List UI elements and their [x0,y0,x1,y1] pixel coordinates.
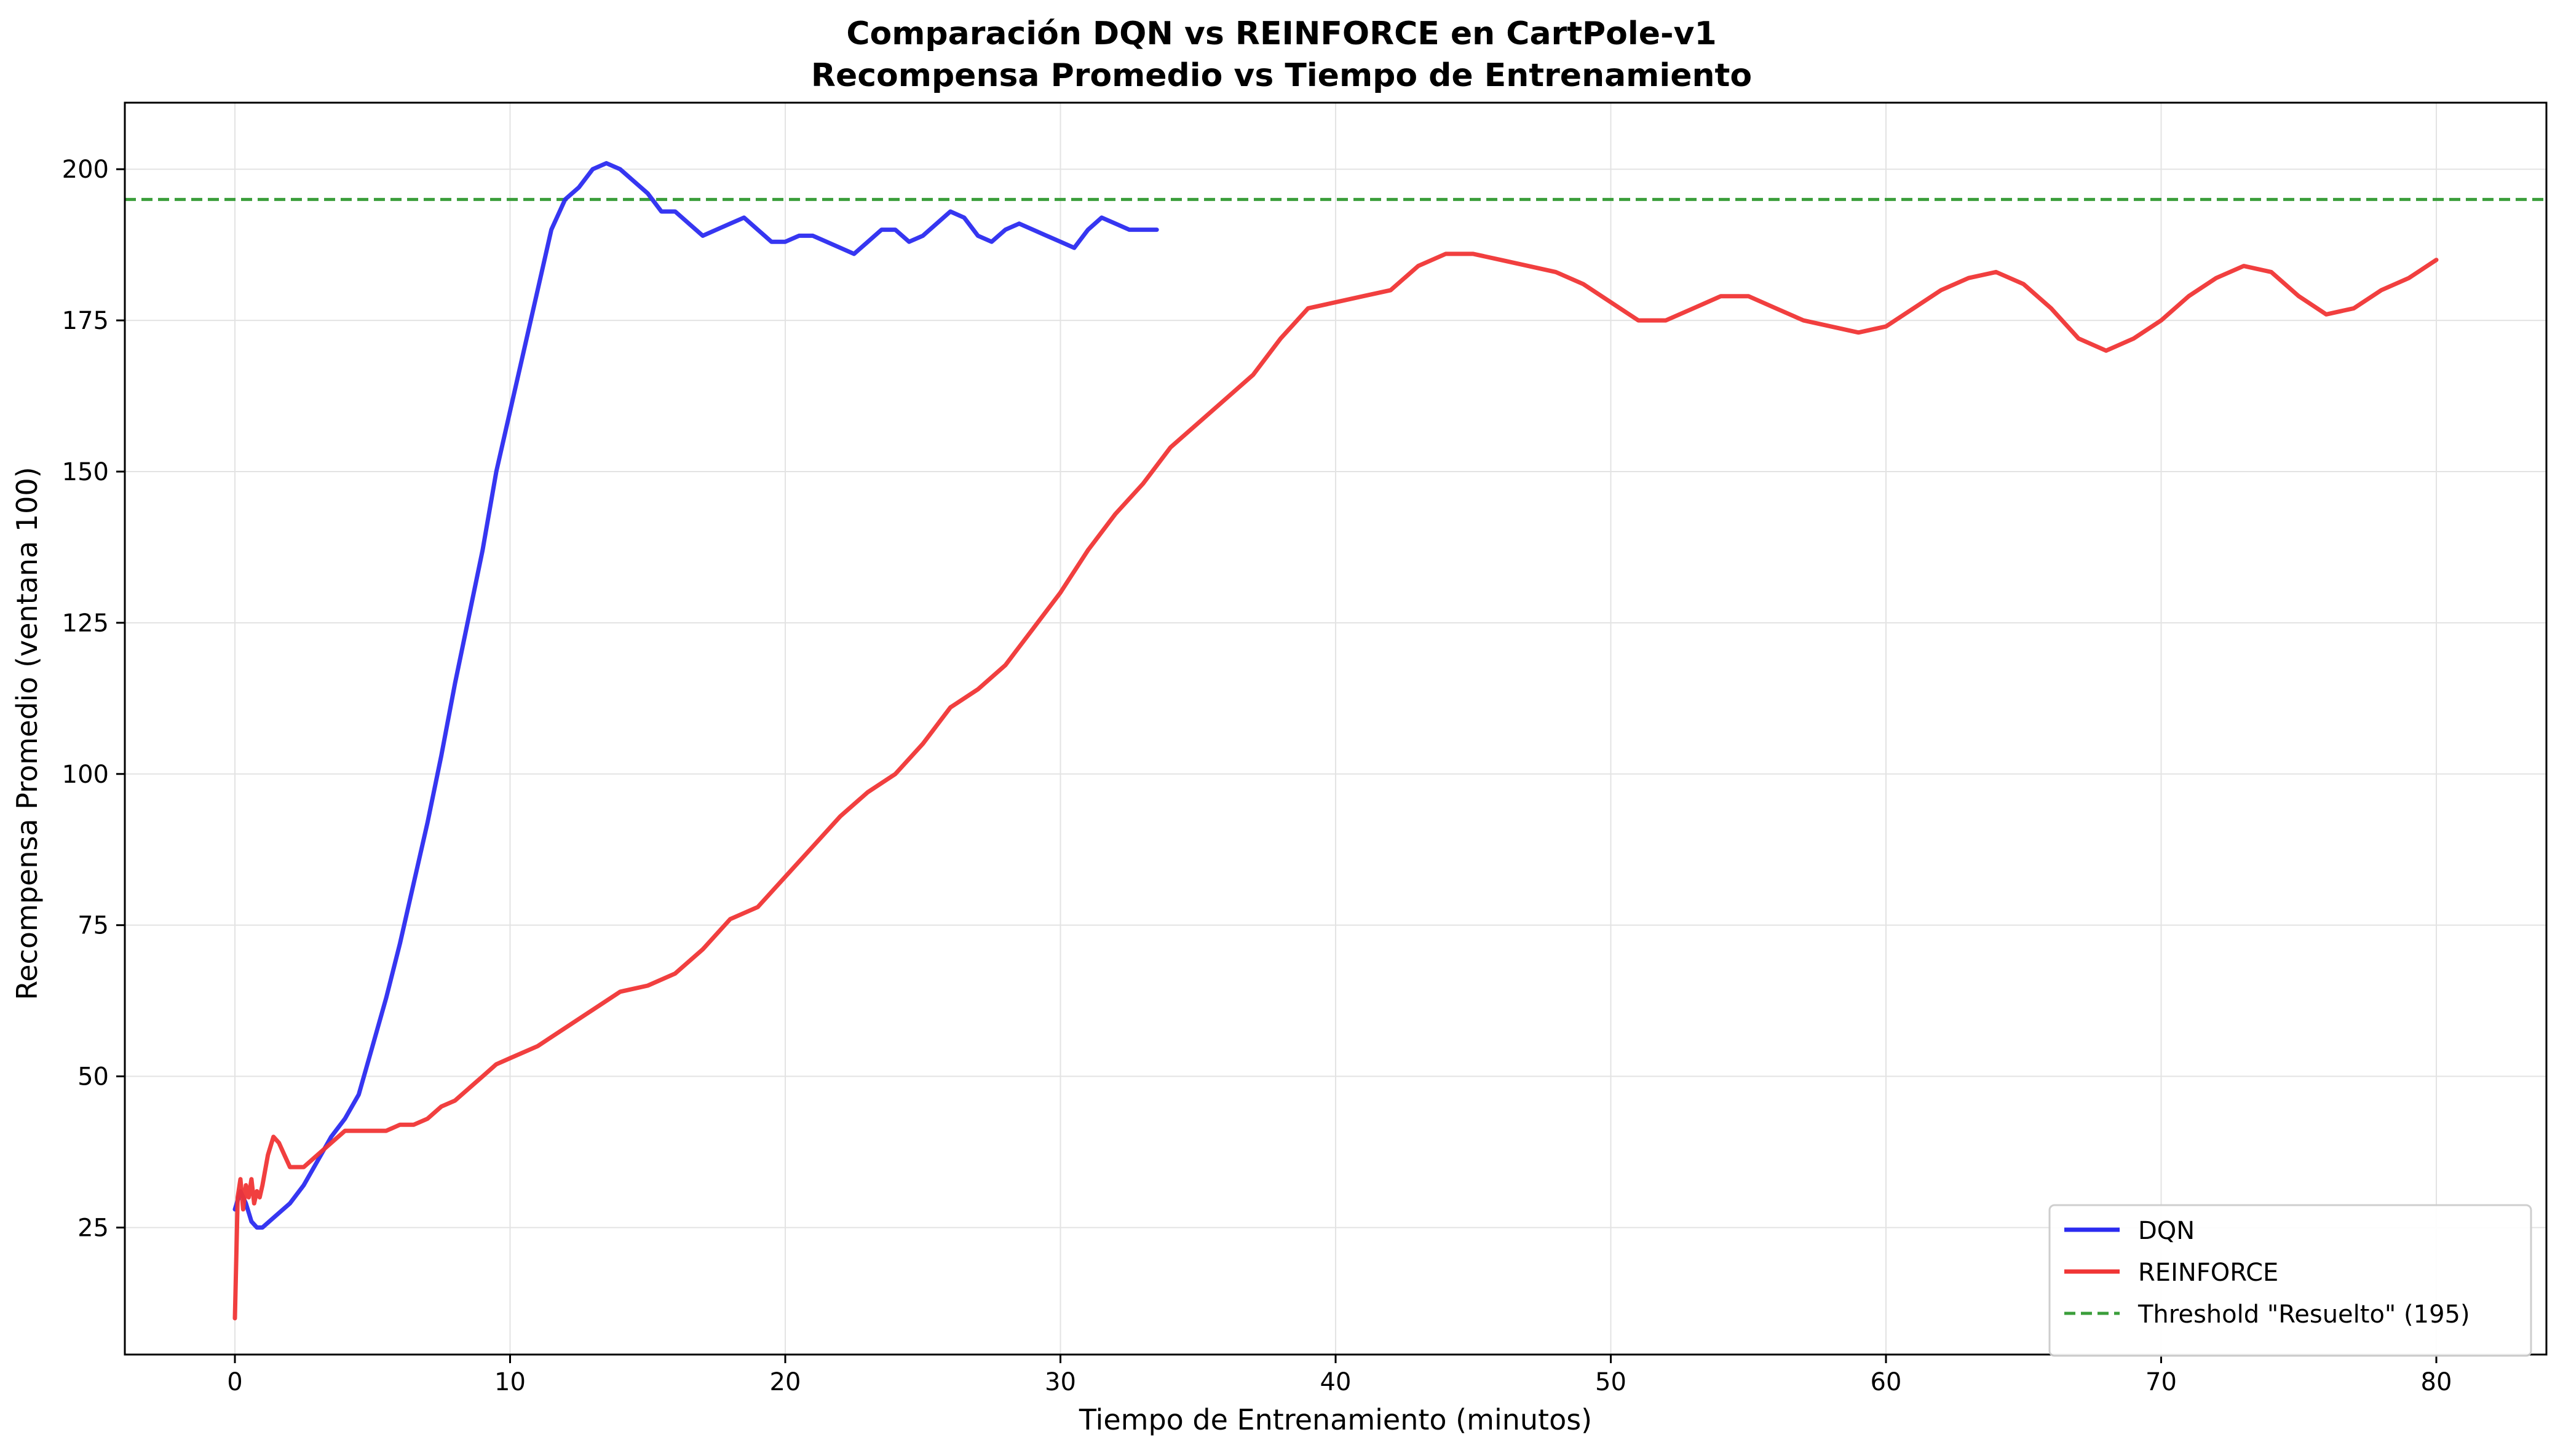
x-tick-label: 50 [1595,1368,1626,1396]
legend-label-reinforce: REINFORCE [2138,1259,2278,1287]
legend-label-threshold: Threshold "Resuelto" (195) [2137,1300,2470,1329]
x-tick-label: 20 [770,1368,801,1396]
legend: DQN REINFORCE Threshold "Resuelto" (195) [2048,1204,2532,1357]
y-tick-label: 200 [62,156,109,184]
y-tick-label: 25 [77,1214,109,1242]
y-tick-label: 75 [77,912,109,940]
axis-ticks: 0 10 20 30 40 50 60 70 80 25 50 75 100 125 150 175 200 [62,156,2452,1396]
y-axis-label: Recompensa Promedio (ventana 100) [10,467,44,1000]
x-tick-label: 30 [1045,1368,1076,1396]
series-line-dqn [232,160,1159,1230]
x-axis-label: Tiempo de Entrenamiento (minutos) [1079,1403,1592,1436]
legend-box [2048,1204,2532,1357]
y-tick-label: 175 [62,307,109,335]
chart-title: Comparación DQN vs REINFORCE en CartPole… [846,15,1716,52]
x-tick-label: 40 [1320,1368,1352,1396]
y-tick-label: 50 [77,1063,109,1091]
y-tick-label: 100 [62,761,109,789]
y-tick-label: 150 [62,458,109,486]
y-tick-label: 125 [62,609,109,638]
x-tick-label: 10 [494,1368,526,1396]
series-line-reinforce [232,251,2439,1321]
chart-subtitle: Recompensa Promedio vs Tiempo de Entrena… [811,57,1752,94]
plot-area [125,160,2546,1321]
x-tick-label: 0 [227,1368,242,1396]
legend-label-dqn: DQN [2138,1217,2195,1245]
x-tick-label: 60 [1871,1368,1902,1396]
x-tick-label: 70 [2145,1368,2177,1396]
grid [125,103,2546,1355]
x-tick-label: 80 [2421,1368,2452,1396]
